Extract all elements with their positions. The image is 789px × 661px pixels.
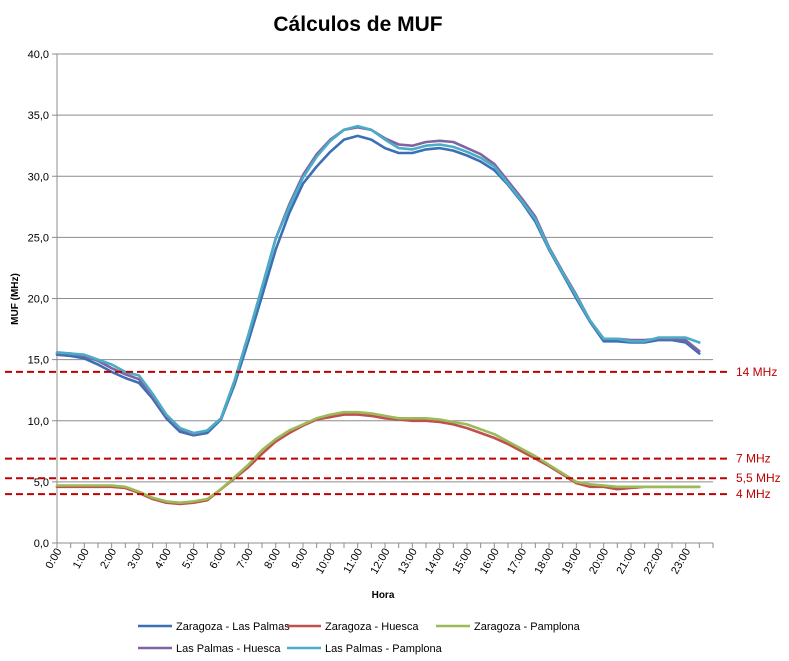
- legend-label: Las Palmas - Huesca: [176, 643, 281, 655]
- x-tick-label: 23:00: [669, 547, 693, 577]
- legend-label: Zaragoza - Las Palmas: [176, 621, 290, 633]
- x-tick-label: 18:00: [532, 547, 556, 577]
- x-axis-label: Hora: [372, 590, 395, 601]
- series-line: [55, 124, 701, 435]
- x-tick-label: 7:00: [235, 547, 256, 572]
- x-tick-label: 13:00: [396, 547, 420, 577]
- series-line: [55, 126, 701, 436]
- x-tick-label: 20:00: [587, 547, 611, 577]
- y-tick-label: 20,0: [28, 294, 49, 306]
- reference-line-label: 4 MHz: [736, 487, 771, 501]
- y-tick-label: 0,0: [34, 538, 49, 550]
- x-tick-label: 1:00: [71, 547, 92, 572]
- series-line: [55, 134, 701, 437]
- y-tick-label: 35,0: [28, 110, 49, 122]
- y-tick-label: 30,0: [28, 171, 49, 183]
- series-lines: [55, 124, 701, 506]
- y-axis-ticks: 0,0 5,0 10,0 15,0 20,0 25,0 30,0 35,0 40,0: [28, 49, 57, 550]
- x-tick-label: 21:00: [614, 547, 638, 577]
- gridlines: [57, 53, 713, 544]
- x-tick-label: 4:00: [153, 547, 174, 572]
- x-tick-label: 11:00: [342, 547, 366, 576]
- x-axis-ticks: 0:00 1:00 2:00 3:00 4:00 5:00 6:00 7:00 8:00 9:00…: [43, 543, 714, 577]
- x-tick-label: 15:00: [450, 547, 474, 577]
- x-tick-label: 9:00: [289, 547, 310, 572]
- legend-label: Zaragoza - Huesca: [325, 621, 419, 633]
- y-tick-label: 5,0: [34, 477, 49, 489]
- legend-label: Zaragoza - Pamplona: [474, 621, 581, 633]
- legend: Zaragoza - Las Palmas Zaragoza - Huesca Za…: [138, 621, 581, 655]
- x-tick-label: 19:00: [560, 547, 584, 577]
- x-tick-label: 0:00: [43, 547, 64, 572]
- x-tick-label: 8:00: [262, 547, 283, 572]
- series-line: [55, 410, 701, 505]
- x-tick-label: 3:00: [125, 547, 146, 572]
- x-tick-label: 22:00: [642, 547, 666, 577]
- y-tick-label: 10,0: [28, 416, 49, 428]
- x-tick-label: 2:00: [98, 547, 119, 572]
- y-tick-label: 15,0: [28, 355, 49, 367]
- axes: [56, 54, 713, 544]
- chart-title: Cálculos de MUF: [273, 13, 442, 36]
- x-tick-label: 6:00: [207, 547, 228, 572]
- reference-line-label: 7 MHz: [736, 452, 771, 466]
- x-tick-label: 10:00: [314, 547, 338, 577]
- legend-label: Las Palmas - Pamplona: [325, 643, 443, 655]
- x-tick-label: 16:00: [478, 547, 502, 577]
- y-tick-label: 25,0: [28, 232, 49, 244]
- y-tick-label: 40,0: [28, 49, 49, 61]
- y-axis-label: MUF (MHz): [10, 273, 21, 325]
- reference-lines: 14 MHz 7 MHz 5,5 MHz 4 MHz: [5, 365, 781, 501]
- x-tick-label: 5:00: [180, 547, 201, 572]
- x-tick-label: 12:00: [368, 547, 392, 577]
- x-tick-label: 14:00: [423, 547, 447, 577]
- reference-line-label: 14 MHz: [736, 365, 777, 379]
- x-tick-label: 17:00: [505, 547, 529, 577]
- reference-line-label: 5,5 MHz: [736, 471, 781, 485]
